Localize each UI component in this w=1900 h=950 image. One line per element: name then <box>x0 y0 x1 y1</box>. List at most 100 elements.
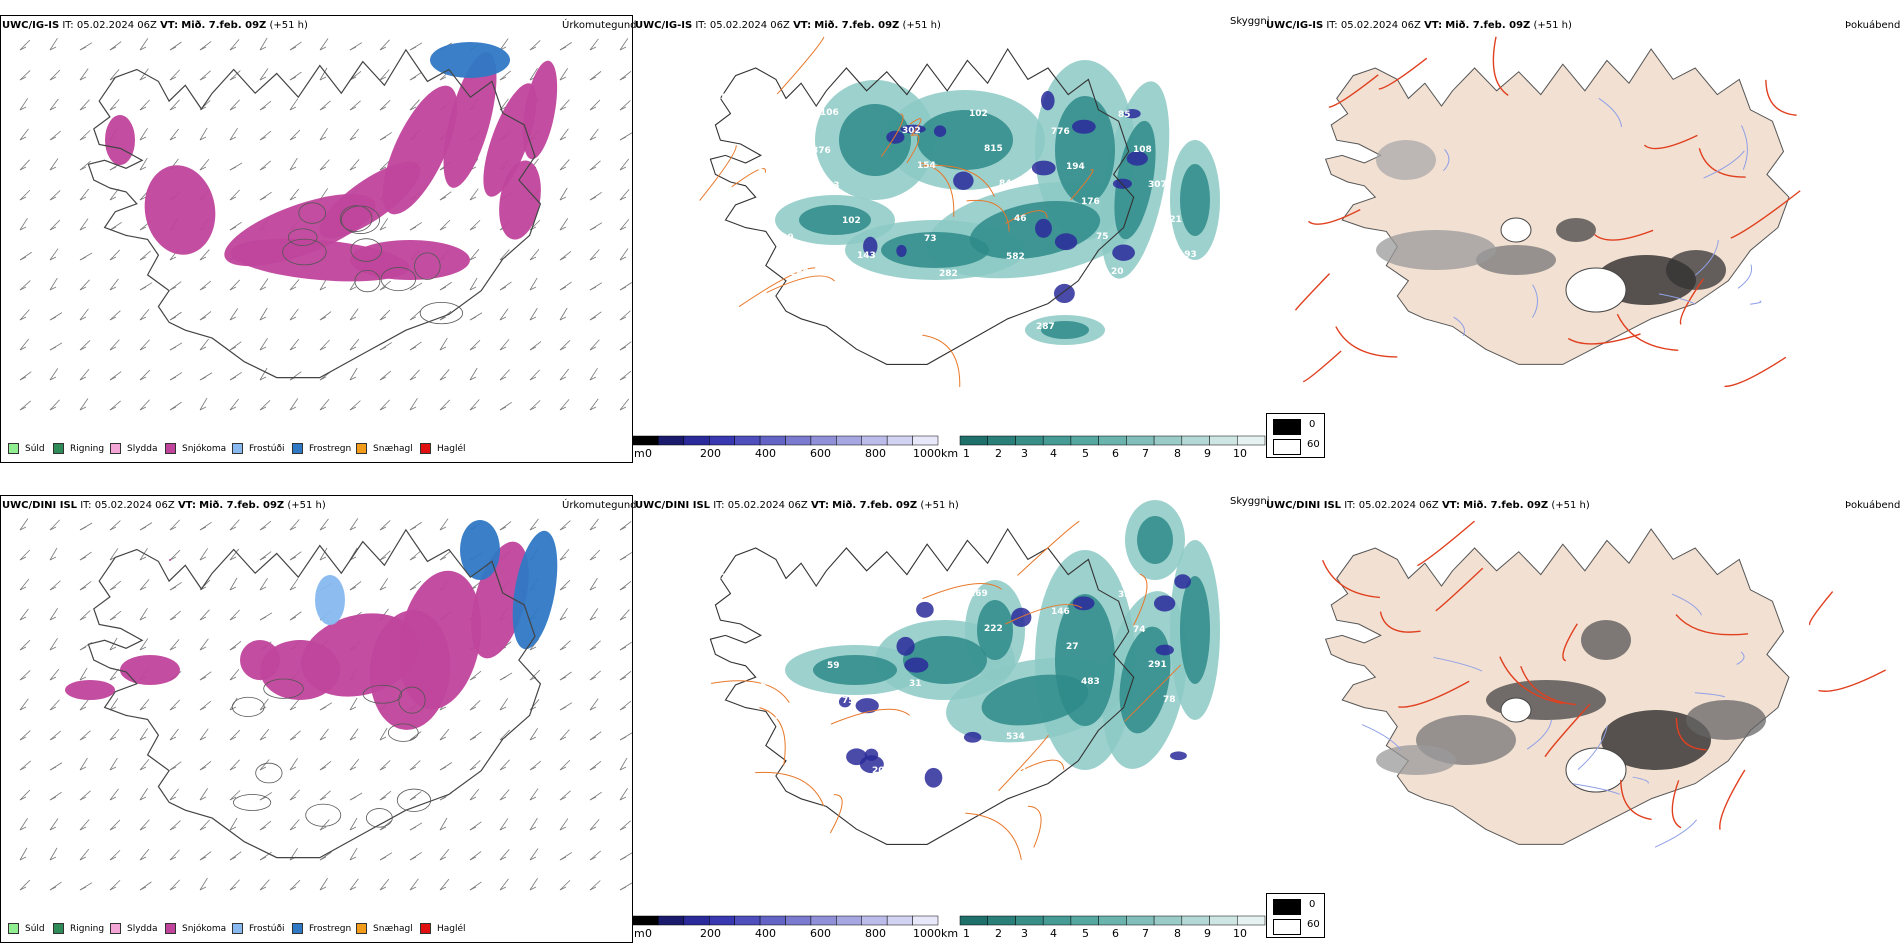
wind-barb <box>169 46 177 51</box>
wind-barb <box>409 791 422 801</box>
wind-barb <box>409 376 417 381</box>
colorbar-segment <box>1209 435 1238 446</box>
wind-barb <box>259 520 272 531</box>
wind-barb <box>619 256 627 261</box>
wind-barb <box>559 316 567 321</box>
wind-barb <box>319 547 328 561</box>
wind-barb <box>559 286 567 291</box>
legend-swatch <box>165 443 176 454</box>
wind-barb <box>259 577 268 591</box>
terrain-patch <box>1053 283 1075 304</box>
wind-barb <box>229 70 241 81</box>
visibility-area-core <box>799 205 871 235</box>
wind-barb <box>619 46 627 51</box>
wind-barb <box>199 700 212 711</box>
fog-area <box>1376 230 1496 270</box>
legend-item: Rigning <box>53 443 104 454</box>
road-line <box>1302 350 1342 383</box>
wind-barb <box>79 886 87 891</box>
wind-barb <box>139 638 149 651</box>
row2-vis-tick: 9 <box>1204 927 1211 940</box>
wind-barb <box>49 76 57 81</box>
wind-barb <box>289 819 300 831</box>
wind-barb <box>139 856 147 861</box>
road-line <box>711 680 790 703</box>
wind-barb <box>109 646 117 651</box>
coastline <box>709 527 1135 845</box>
visibility-value-label: 57 <box>812 626 825 636</box>
wind-barb <box>589 670 601 681</box>
wind-barb <box>589 796 597 801</box>
wind-barb <box>139 698 150 711</box>
wind-barb <box>79 406 87 411</box>
wind-barb <box>559 616 567 621</box>
row2-fog-panel-name: Þokuábendi <box>1845 500 1900 511</box>
visibility-area-core <box>917 110 1013 170</box>
wind-barb <box>199 338 209 351</box>
terrain-patch <box>1035 218 1052 238</box>
wind-barb <box>439 369 450 381</box>
glacier-outline <box>255 762 283 784</box>
wind-barb <box>139 316 147 321</box>
wind-barb <box>439 346 447 351</box>
row1-elevation-colorbar <box>632 435 939 446</box>
wind-barb <box>289 766 297 771</box>
road-line <box>1027 805 1042 848</box>
colorbar-segment <box>1153 915 1183 926</box>
road-line <box>1679 278 1704 325</box>
wind-barb <box>469 406 477 411</box>
wind-barb <box>559 879 571 891</box>
wind-barb <box>499 38 509 51</box>
river-line <box>1361 724 1401 751</box>
river-line <box>1577 725 1608 770</box>
wind-barb <box>229 766 237 771</box>
wind-barb <box>619 136 627 141</box>
wind-barb <box>409 99 420 111</box>
visibility-value-label: 46 <box>1014 214 1027 224</box>
wind-barb <box>199 46 207 51</box>
wind-barb <box>259 130 272 141</box>
wind-barb <box>499 339 510 351</box>
road-line <box>1398 680 1470 708</box>
visibility-value-label: 90 <box>1021 287 1034 297</box>
wind-barb <box>529 856 537 861</box>
wind-barb <box>559 159 570 171</box>
wind-barb <box>109 616 117 621</box>
road-line <box>918 161 955 217</box>
wind-barb <box>499 849 510 861</box>
wind-barb <box>409 406 417 411</box>
wind-barb <box>289 308 299 321</box>
wind-barb <box>499 789 510 801</box>
visibility-value-label: 27 <box>1066 642 1079 652</box>
wind-barb <box>589 518 599 531</box>
wind-barb <box>139 526 147 531</box>
wind-barb <box>469 256 477 261</box>
wind-barb <box>589 46 597 51</box>
row2-elev-tick: 800 <box>865 927 886 940</box>
row1-vis-tick: 4 <box>1050 447 1057 460</box>
legend-item: Haglél <box>420 443 466 454</box>
colorbar-segment <box>632 435 659 446</box>
river-line <box>1442 149 1450 172</box>
visibility-value-label: 111 <box>745 163 764 173</box>
visibility-value-label: 167 <box>730 128 749 138</box>
wind-barb <box>289 706 297 711</box>
road-line <box>1005 603 1083 625</box>
visibility-area-core <box>903 636 987 684</box>
terrain-patch <box>1072 596 1095 611</box>
visibility-value-label: 193 <box>1178 250 1197 260</box>
wind-barb <box>589 549 601 561</box>
wind-barb <box>169 128 179 141</box>
wind-barb <box>259 759 270 771</box>
wind-barb <box>19 616 27 621</box>
wind-barb <box>19 371 32 381</box>
row1-vis-tick: 7 <box>1142 447 1149 460</box>
wind-barb <box>319 346 327 351</box>
visibility-value-label: 154 <box>917 161 936 171</box>
road-line <box>880 113 904 158</box>
wind-barb <box>49 668 60 681</box>
row1-vis-tick: 5 <box>1082 447 1089 460</box>
wind-barb <box>289 136 297 141</box>
wind-barb <box>589 128 599 141</box>
wind-barb <box>169 796 177 801</box>
